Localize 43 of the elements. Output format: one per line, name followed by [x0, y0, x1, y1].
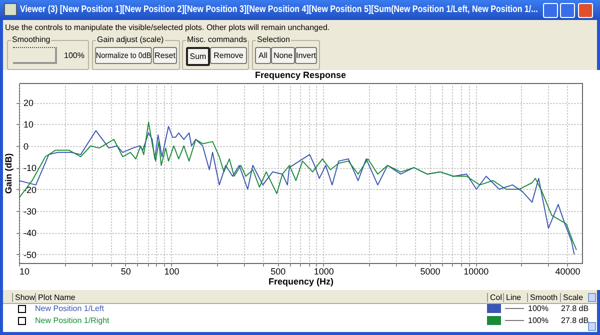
- text: Smooth: [527, 293, 558, 302]
- text: 100%: [528, 316, 548, 325]
- x-tick-label: 40000: [555, 266, 580, 276]
- x-tick-label: 100: [164, 266, 180, 276]
- x-tick-label: 500: [270, 266, 286, 276]
- y-tick-label: -30: [24, 206, 37, 216]
- text: New Position 1/Right: [35, 316, 110, 325]
- text: Misc. commands: [186, 35, 248, 44]
- y-axis-title: Gain (dB): [4, 153, 14, 194]
- text: 100%: [528, 304, 548, 313]
- text: Selection: [256, 35, 291, 44]
- text: Smoothing: [11, 35, 52, 44]
- text: Sum: [186, 47, 210, 66]
- chart-title: Frequency Response: [254, 70, 346, 80]
- text: 27.8 dB: [561, 304, 589, 313]
- text: Line: [503, 293, 522, 302]
- y-tick-label: -50: [24, 250, 37, 260]
- y-tick-label: -10: [24, 163, 37, 174]
- x-tick-label: 1000: [314, 266, 334, 276]
- x-tick-label: 5000: [420, 266, 440, 276]
- text: Use the controls to manipulate the visible/selected plots. Other plots will remain unchanged.: [5, 23, 330, 32]
- text: Scale: [560, 293, 584, 302]
- text: Invert: [295, 47, 317, 64]
- text: None: [271, 47, 295, 64]
- y-tick-label: 20: [24, 98, 34, 108]
- text: Normalize to 0dB: [95, 47, 152, 64]
- text: Gain adjust (scale): [96, 35, 165, 44]
- y-tick-label: 10: [24, 120, 34, 130]
- y-tick-label: -40: [24, 228, 37, 238]
- text: New Position 1/Left: [35, 304, 104, 313]
- text: Show: [12, 293, 36, 302]
- text: Col: [487, 293, 502, 302]
- text: Remove: [210, 47, 247, 64]
- text: All: [255, 47, 271, 64]
- x-tick-label: 10000: [464, 266, 489, 276]
- text: 27.8 dB: [561, 316, 589, 325]
- text: 100%: [64, 51, 84, 60]
- x-axis-title: Frequency (Hz): [268, 276, 334, 286]
- text: Reset: [153, 47, 177, 64]
- y-tick-label: 0: [24, 141, 29, 152]
- text: Viewer (3) [New Position 1][New Position 2][New Position 3][New Position 4][New Position 5][Sum(New Position 1/Left, New Position 1/...: [20, 4, 538, 17]
- x-tick-label: 50: [120, 266, 131, 276]
- text: Plot Name: [35, 293, 76, 302]
